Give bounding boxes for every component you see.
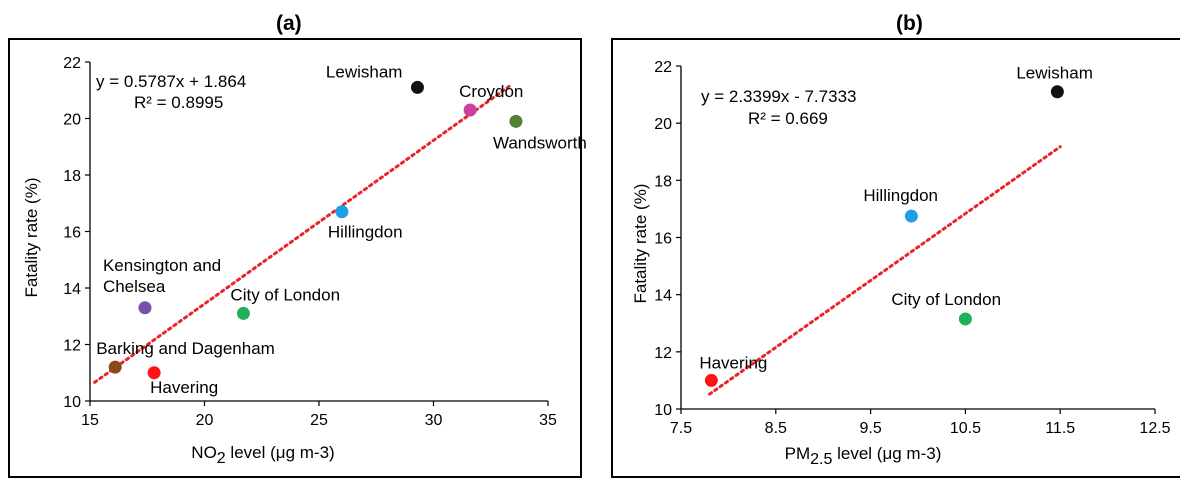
y-tick-label: 12 xyxy=(654,345,672,362)
y-tick-label: 14 xyxy=(63,281,81,298)
x-tick-label: 11.5 xyxy=(1045,420,1075,437)
point-label: Lewisham xyxy=(326,62,403,81)
x-axis-label: NO2 level (μg m-3) xyxy=(191,443,334,467)
y-tick-label: 22 xyxy=(63,55,81,72)
y-axis-label: Fatality rate (%) xyxy=(22,178,41,298)
data-point-wandsworth xyxy=(509,114,523,128)
scatter-charts: 10 12 14 16 18 20 22 15 20 25 30 35 Fatality rate (%… xyxy=(22,55,1171,467)
point-label: City of London xyxy=(891,290,1001,309)
point-label: Wandsworth xyxy=(493,133,587,152)
y-tick-label: 12 xyxy=(63,338,81,355)
x-tick-label: 30 xyxy=(425,412,443,429)
chart-panel-a: 10 12 14 16 18 20 22 15 20 25 30 35 Fatality rate (%… xyxy=(22,55,587,467)
point-label: Chelsea xyxy=(103,277,166,296)
point-label: Lewisham xyxy=(1016,64,1093,83)
data-point-croydon xyxy=(463,103,477,117)
data-point-hillingdon xyxy=(904,209,918,223)
x-tick-label: 15 xyxy=(81,412,99,429)
y-tick-label: 22 xyxy=(654,59,672,76)
point-label: Havering xyxy=(699,353,767,372)
point-label: Kensington and xyxy=(103,256,221,275)
data-point-barking-and-dagenham xyxy=(108,360,122,374)
data-point-hillingdon xyxy=(335,205,349,219)
y-tick-label: 18 xyxy=(654,173,672,190)
x-tick-label: 25 xyxy=(310,412,328,429)
data-point-lewisham xyxy=(410,80,424,94)
point-label: Barking and Dagenham xyxy=(96,339,275,358)
point-label: Hillingdon xyxy=(863,186,938,205)
point-label: City of London xyxy=(230,285,340,304)
panel-b-title: (b) xyxy=(896,12,923,35)
data-point-lewisham xyxy=(1050,85,1064,99)
x-tick-label: 35 xyxy=(539,412,557,429)
x-tick-label: 9.5 xyxy=(859,420,881,437)
y-tick-label: 10 xyxy=(654,402,672,419)
data-point-city-of-london xyxy=(958,312,972,326)
regression-equation: y = 2.3399x - 7.7333 xyxy=(701,87,856,106)
y-tick-label: 10 xyxy=(63,394,81,411)
y-tick-label: 18 xyxy=(63,168,81,185)
trendline xyxy=(93,84,511,384)
trendline xyxy=(707,145,1062,396)
y-tick-label: 14 xyxy=(654,288,672,305)
point-label: Hillingdon xyxy=(328,223,403,242)
point-label: Havering xyxy=(150,378,218,397)
y-tick-label: 20 xyxy=(654,116,672,133)
point-label: Croydon xyxy=(459,82,523,101)
y-axis-label: Fatality rate (%) xyxy=(631,184,650,304)
data-point-city-of-london xyxy=(236,306,250,320)
data-point-havering xyxy=(704,373,718,387)
data-point-havering xyxy=(147,366,161,380)
y-tick-label: 16 xyxy=(654,231,672,248)
y-tick-label: 20 xyxy=(63,112,81,129)
r-squared-label: R² = 0.669 xyxy=(748,109,828,128)
x-tick-label: 7.5 xyxy=(670,420,692,437)
x-tick-label: 10.5 xyxy=(950,420,981,437)
x-tick-label: 20 xyxy=(196,412,214,429)
regression-equation: y = 0.5787x + 1.864 xyxy=(96,72,246,91)
x-tick-label: 8.5 xyxy=(765,420,787,437)
x-tick-label: 12.5 xyxy=(1139,420,1170,437)
y-tick-label: 16 xyxy=(63,225,81,242)
x-axis-label: PM2.5 level (μg m-3) xyxy=(785,444,942,467)
chart-panel-b: 10 12 14 16 18 20 22 7.5 8.5 9.5 10.5 11.5 12.5 Fatal… xyxy=(631,59,1171,467)
panel-a-title: (a) xyxy=(276,12,302,35)
data-point-kensington-and-chelsea xyxy=(138,301,152,315)
r-squared-label: R² = 0.8995 xyxy=(134,93,223,112)
